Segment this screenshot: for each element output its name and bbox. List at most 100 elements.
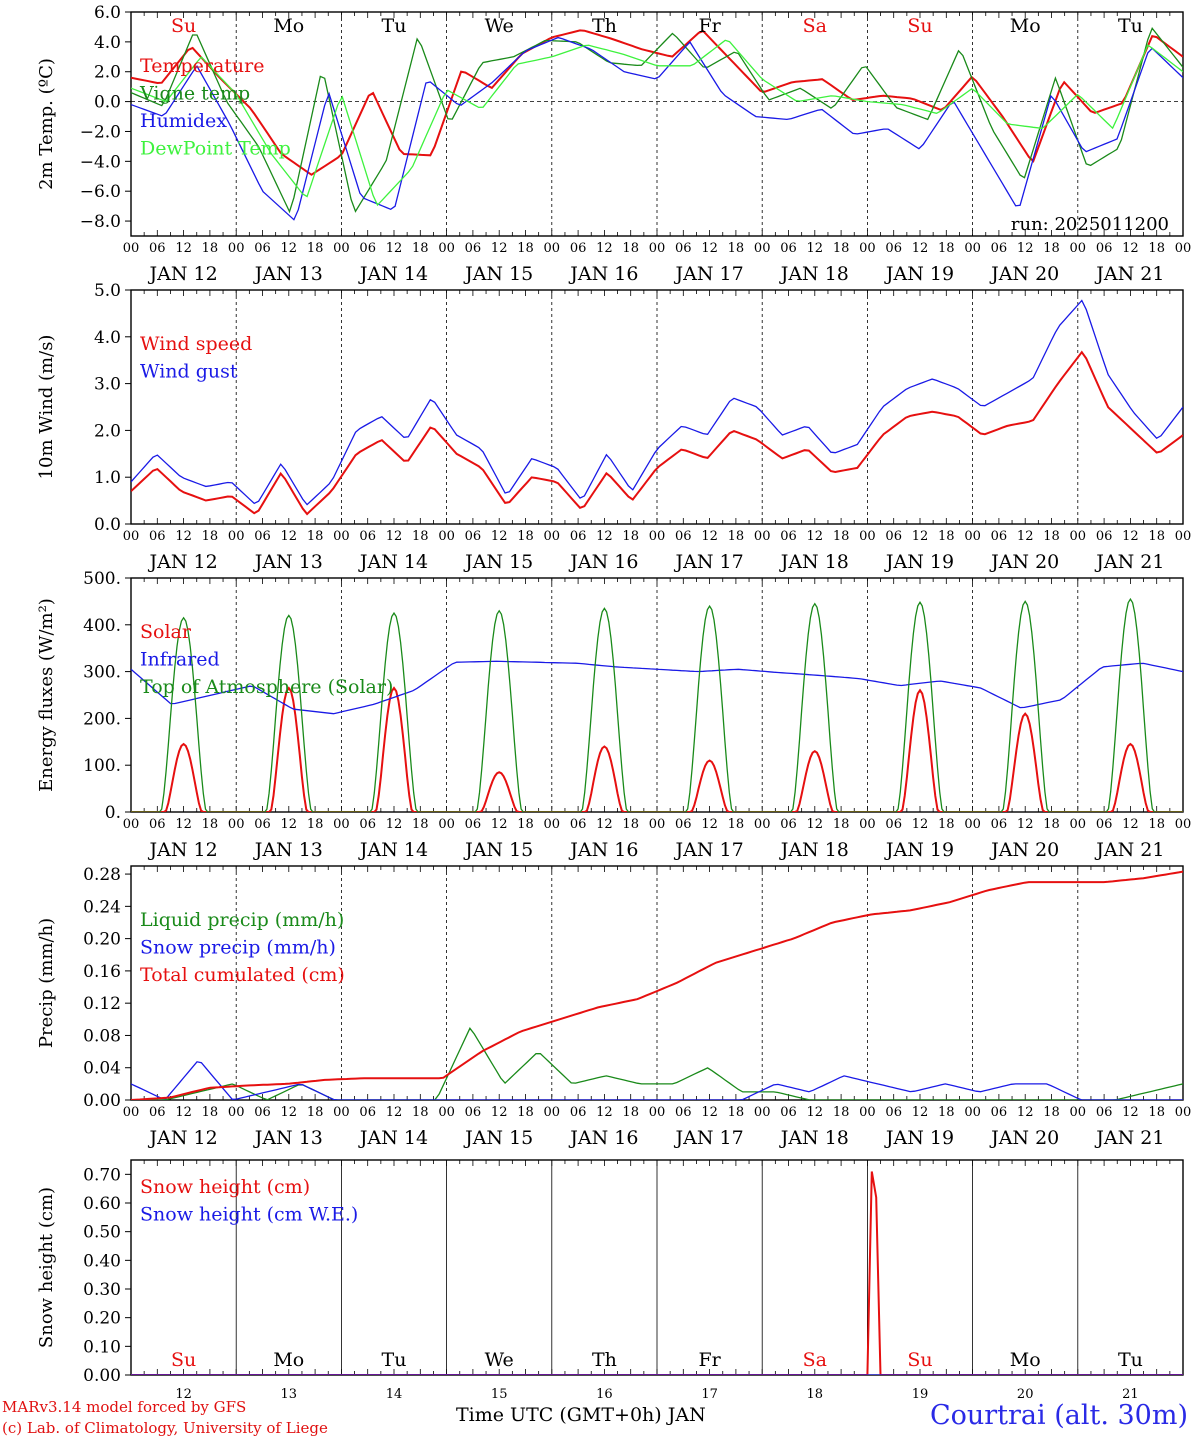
date-label: JAN 15: [463, 839, 533, 861]
y-axis-title: 2m Temp. (ºC): [36, 58, 57, 190]
hour-tick-label: 06: [885, 817, 902, 832]
date-label: JAN 12: [148, 1127, 218, 1149]
hour-tick-label: 12: [281, 817, 298, 832]
series-line-wind-gust: [131, 299, 1183, 506]
hour-tick-label: 18: [622, 817, 639, 832]
hour-tick-label: 06: [780, 1105, 797, 1120]
hour-tick-label: 18: [412, 817, 429, 832]
date-label: JAN 16: [568, 551, 638, 573]
y-tick-label: 0.12: [83, 994, 121, 1014]
hour-tick-label: 12: [175, 529, 192, 544]
weekday-label: Sa: [803, 15, 827, 37]
hour-tick-label: 00: [1070, 529, 1087, 544]
hour-tick-label: 00: [964, 1105, 981, 1120]
legend-entry: Liquid precip (mm/h): [140, 909, 344, 931]
weekday-label: Tu: [1118, 1349, 1143, 1371]
y-tick-label: 0.70: [83, 1165, 121, 1185]
date-label: JAN 21: [1094, 839, 1164, 861]
hour-tick-label: 06: [149, 241, 166, 256]
hour-tick-label: 12: [807, 529, 824, 544]
hour-tick-label: 18: [728, 1105, 745, 1120]
hour-tick-label: 12: [491, 817, 508, 832]
hour-tick-label: 00: [1175, 241, 1192, 256]
hour-tick-label: 18: [728, 817, 745, 832]
date-label: JAN 19: [884, 263, 954, 285]
weekday-label: Su: [171, 15, 196, 37]
weekday-label: Fr: [698, 1349, 721, 1371]
hour-tick-label: 00: [438, 1105, 455, 1120]
hour-tick-label: 18: [622, 241, 639, 256]
hour-tick-label: 18: [1043, 1105, 1060, 1120]
hour-tick-label: 12: [1017, 529, 1034, 544]
y-tick-label: 0.28: [83, 865, 121, 885]
hour-tick-label: 12: [1122, 1105, 1139, 1120]
hour-tick-label: 18: [412, 529, 429, 544]
legend-entry: Wind speed: [140, 333, 252, 355]
hour-tick-label: 18: [833, 817, 850, 832]
hour-tick-label: 06: [149, 529, 166, 544]
hour-tick-label: 12: [701, 241, 718, 256]
hour-tick-label: 06: [991, 241, 1008, 256]
date-label: JAN 14: [358, 1127, 428, 1149]
hour-tick-label: 06: [780, 817, 797, 832]
date-label: JAN 16: [568, 839, 638, 861]
hour-tick-label: 12: [1122, 817, 1139, 832]
x-minor-ticks: [130, 866, 1184, 1100]
hour-tick-label: 00: [1175, 1105, 1192, 1120]
hour-tick-label: 06: [675, 529, 692, 544]
hour-tick-label: 12: [596, 1105, 613, 1120]
day-number-label: 16: [596, 1387, 613, 1402]
hour-tick-label: 12: [281, 1105, 298, 1120]
hour-tick-label: 00: [859, 1105, 876, 1120]
day-number-label: 13: [281, 1387, 298, 1402]
hour-tick-label: 12: [175, 817, 192, 832]
hour-tick-label: 00: [649, 529, 666, 544]
hour-tick-label: 06: [885, 1105, 902, 1120]
hour-tick-label: 18: [833, 241, 850, 256]
y-tick-label: 4.0: [94, 328, 121, 348]
hour-tick-label: 12: [807, 241, 824, 256]
hour-tick-label: 18: [307, 529, 324, 544]
date-label: JAN 18: [779, 551, 849, 573]
hour-tick-label: 00: [1070, 241, 1087, 256]
hour-tick-label: 00: [964, 529, 981, 544]
y-tick-label: 0.04: [83, 1059, 121, 1079]
legend-entry: Snow precip (mm/h): [140, 937, 336, 959]
legend-entry: Snow height (cm): [140, 1176, 310, 1198]
hour-tick-label: 18: [517, 529, 534, 544]
legend-entry: Top of Atmosphere (Solar): [140, 676, 393, 698]
y-tick-label: −4.0: [80, 152, 121, 172]
weekday-label: Mo: [273, 1349, 304, 1371]
weekday-label: Tu: [1118, 15, 1143, 37]
hour-tick-label: 12: [1122, 529, 1139, 544]
hour-tick-label: 18: [1043, 529, 1060, 544]
date-label: JAN 17: [674, 551, 744, 573]
hour-tick-label: 00: [438, 817, 455, 832]
hour-tick-label: 12: [491, 1105, 508, 1120]
legend-entry: Temperature: [140, 55, 264, 77]
hour-tick-label: 06: [991, 817, 1008, 832]
y-axis-title: Precip (mm/h): [36, 918, 57, 1048]
y-tick-label: 0.20: [83, 1309, 121, 1329]
legend-entry: Snow height (cm W.E.): [140, 1204, 358, 1226]
weekday-label: Mo: [273, 15, 304, 37]
hour-tick-label: 00: [754, 529, 771, 544]
date-label: JAN 19: [884, 551, 954, 573]
hour-tick-label: 00: [1070, 1105, 1087, 1120]
hour-tick-label: 18: [728, 241, 745, 256]
hour-tick-label: 06: [254, 1105, 271, 1120]
date-label: JAN 20: [989, 839, 1059, 861]
hour-tick-label: 00: [123, 817, 140, 832]
hour-tick-label: 00: [333, 241, 350, 256]
weekday-label: Th: [592, 15, 617, 37]
date-label: JAN 17: [674, 263, 744, 285]
hour-tick-label: 18: [1043, 817, 1060, 832]
plot-frame: [130, 11, 1184, 237]
hour-tick-label: 00: [123, 1105, 140, 1120]
hour-tick-label: 18: [833, 1105, 850, 1120]
hour-tick-label: 00: [754, 817, 771, 832]
y-tick-label: 4.0: [94, 33, 121, 53]
hour-tick-label: 18: [833, 529, 850, 544]
hour-tick-label: 00: [754, 1105, 771, 1120]
date-label: JAN 20: [989, 1127, 1059, 1149]
